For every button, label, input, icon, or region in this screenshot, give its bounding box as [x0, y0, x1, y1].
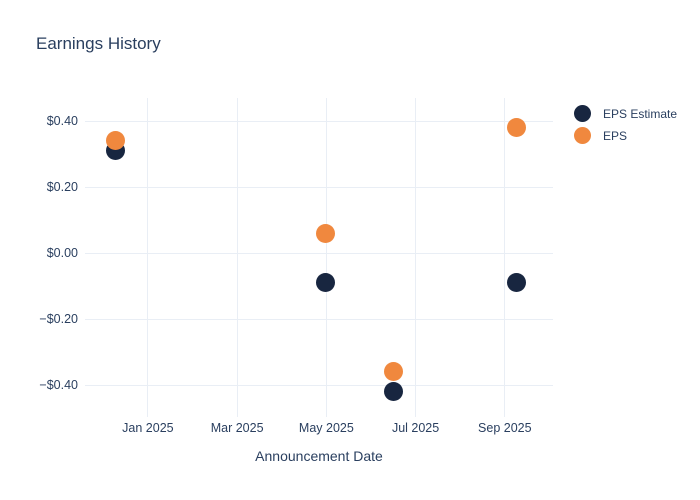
- x-tick-label: Mar 2025: [210, 421, 264, 435]
- x-tick-label: May 2025: [298, 421, 354, 435]
- eps-estimate-marker-icon: [574, 105, 591, 122]
- y-tick-label: $0.00: [46, 246, 78, 261]
- gridline-vertical: [236, 98, 238, 417]
- gridline-horizontal: [85, 186, 553, 188]
- point-eps[interactable]: [507, 118, 527, 138]
- x-axis-title: Announcement Date: [255, 448, 383, 464]
- plot-area: [85, 98, 553, 417]
- x-tick-label: Jul 2025: [391, 421, 440, 435]
- legend-label-eps-estimate: EPS Estimate: [603, 106, 678, 121]
- gridline-horizontal: [85, 120, 553, 122]
- legend-item-eps-estimate[interactable]: EPS Estimate: [574, 104, 677, 123]
- gridline-vertical: [504, 98, 506, 417]
- point-eps[interactable]: [383, 362, 403, 382]
- gridline-vertical: [147, 98, 149, 417]
- x-tick-label: Sep 2025: [478, 421, 532, 435]
- chart-title: Earnings History: [36, 34, 161, 53]
- y-tick-label: $0.40: [46, 114, 78, 129]
- y-tick-label: $0.20: [46, 180, 78, 195]
- y-tick-label: −$0.20: [39, 312, 78, 327]
- legend: EPS Estimate EPS: [574, 104, 677, 145]
- point-eps[interactable]: [315, 223, 335, 243]
- point-eps-estimate[interactable]: [315, 273, 335, 293]
- gridline-horizontal: [85, 318, 553, 320]
- eps-marker-icon: [574, 127, 591, 144]
- y-tick-label: −$0.40: [39, 378, 78, 392]
- gridline-horizontal: [85, 384, 553, 386]
- gridline-horizontal: [85, 252, 553, 254]
- point-eps-estimate[interactable]: [383, 382, 403, 402]
- x-tick-label: Jan 2025: [122, 421, 174, 435]
- gridline-vertical: [415, 98, 417, 417]
- legend-label-eps: EPS: [603, 128, 628, 143]
- point-eps[interactable]: [106, 131, 126, 151]
- legend-item-eps[interactable]: EPS: [574, 126, 677, 145]
- point-eps-estimate[interactable]: [507, 273, 527, 293]
- gridline-vertical: [325, 98, 327, 417]
